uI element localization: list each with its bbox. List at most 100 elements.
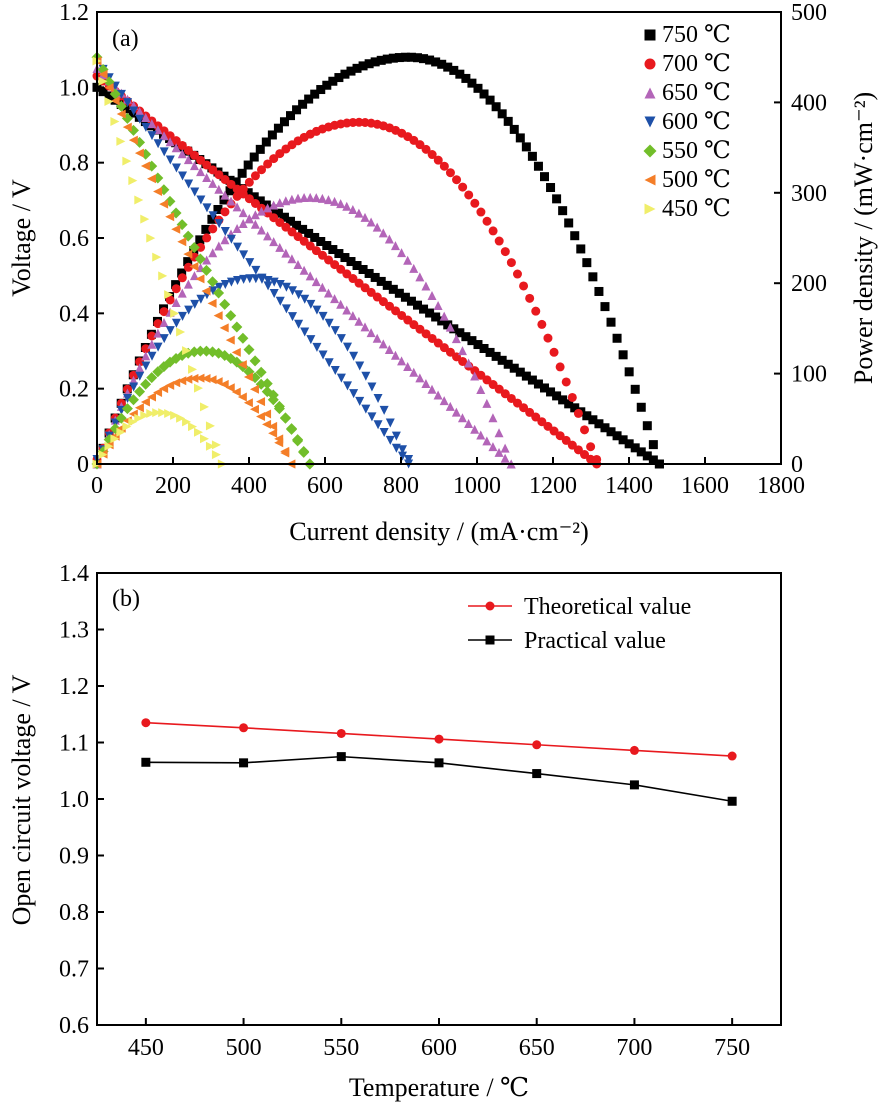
voltage-point <box>116 109 126 119</box>
voltage-point <box>630 443 640 453</box>
voltage-point <box>292 220 302 230</box>
power-point <box>220 279 230 289</box>
voltage-point <box>261 378 273 390</box>
power-point <box>439 161 449 171</box>
voltage-point <box>220 175 230 185</box>
voltage-point <box>503 359 513 369</box>
voltage-point <box>269 213 279 223</box>
voltage-point <box>488 380 498 390</box>
voltage-point <box>226 234 236 244</box>
voltage-point <box>488 442 498 452</box>
power-point <box>153 328 163 338</box>
power-point <box>184 305 194 315</box>
voltage-point <box>238 208 248 218</box>
voltage-point <box>421 379 431 389</box>
power-point <box>415 140 425 150</box>
voltage-point <box>293 232 303 242</box>
voltage-point <box>287 227 297 237</box>
power-point <box>421 281 431 291</box>
voltage-point <box>570 403 580 413</box>
voltage-point <box>358 264 368 274</box>
voltage-point <box>202 172 212 182</box>
voltage-point <box>231 347 241 357</box>
panel-b-y-tick-label: 1.4 <box>59 561 89 587</box>
power-point <box>299 193 309 203</box>
power-point <box>220 207 230 217</box>
power-point <box>243 398 253 408</box>
voltage-point <box>98 87 108 97</box>
power-point <box>580 425 590 435</box>
voltage-point <box>279 212 289 222</box>
voltage-point <box>394 288 404 298</box>
power-point <box>158 408 168 418</box>
power-point <box>194 345 206 357</box>
voltage-point <box>164 290 174 300</box>
power-point <box>445 168 455 178</box>
power-point <box>322 80 332 90</box>
power-point <box>188 422 198 432</box>
power-point <box>257 165 267 175</box>
power-point <box>390 241 400 251</box>
power-point <box>476 384 486 394</box>
panel-a-y-tick-label: 0.2 <box>59 377 89 403</box>
voltage-point <box>245 258 255 268</box>
voltage-point <box>152 252 162 262</box>
voltage-point <box>455 328 465 338</box>
voltage-point <box>170 308 180 318</box>
power-point <box>439 311 449 321</box>
voltage-point <box>239 250 249 260</box>
power-point <box>525 293 535 303</box>
power-point <box>372 222 382 232</box>
voltage-point <box>165 155 175 165</box>
voltage-point <box>281 222 291 232</box>
voltage-point <box>642 451 652 461</box>
power-point <box>354 208 364 218</box>
power-point <box>275 279 285 289</box>
power-point <box>367 382 377 392</box>
panel-a-x-tick-label: 400 <box>231 473 267 499</box>
panel-b-frame <box>96 572 782 1026</box>
panel-b-point <box>629 745 639 755</box>
legend-marker <box>644 58 656 70</box>
voltage-point <box>612 431 622 441</box>
voltage-point <box>457 413 467 423</box>
panel-b-x-tick-label: 750 <box>714 1035 750 1061</box>
power-point <box>582 258 592 268</box>
voltage-point <box>147 174 157 184</box>
power-point <box>153 388 163 398</box>
power-point <box>552 194 562 204</box>
power-point <box>355 361 365 371</box>
power-point <box>152 366 164 378</box>
power-point <box>195 235 205 245</box>
voltage-point <box>177 149 187 159</box>
power-point <box>195 373 205 383</box>
voltage-point <box>497 355 507 365</box>
voltage-point <box>299 265 309 275</box>
voltage-point <box>334 249 344 259</box>
panel-b-point <box>434 734 444 744</box>
voltage-point <box>580 450 590 460</box>
voltage-point <box>324 255 334 265</box>
voltage-point <box>183 155 193 165</box>
panel-a-y-tick-label: 1.2 <box>59 0 89 26</box>
voltage-point <box>567 440 577 450</box>
power-point <box>373 393 383 403</box>
panel-b-axes: 450 500 550 600 650 700 750 0.6 0.7 0.8 0.9 1.0 1.1 1… <box>59 561 750 1061</box>
voltage-point <box>379 428 389 438</box>
power-point <box>293 193 303 203</box>
voltage-point <box>286 216 296 226</box>
voltage-point <box>237 360 247 370</box>
voltage-point <box>231 321 243 333</box>
power-point <box>199 434 209 444</box>
power-point <box>164 409 174 419</box>
power-point <box>433 155 443 165</box>
panel-b-y-tick-label: 1.3 <box>59 618 89 644</box>
voltage-point <box>372 333 382 343</box>
power-point <box>177 288 187 298</box>
power-point <box>636 402 646 412</box>
voltage-point <box>199 402 209 412</box>
power-point <box>194 427 204 437</box>
voltage-point <box>360 322 370 332</box>
panel-a-y-axis-title: Voltage / V <box>7 179 36 297</box>
power-point <box>394 53 404 63</box>
